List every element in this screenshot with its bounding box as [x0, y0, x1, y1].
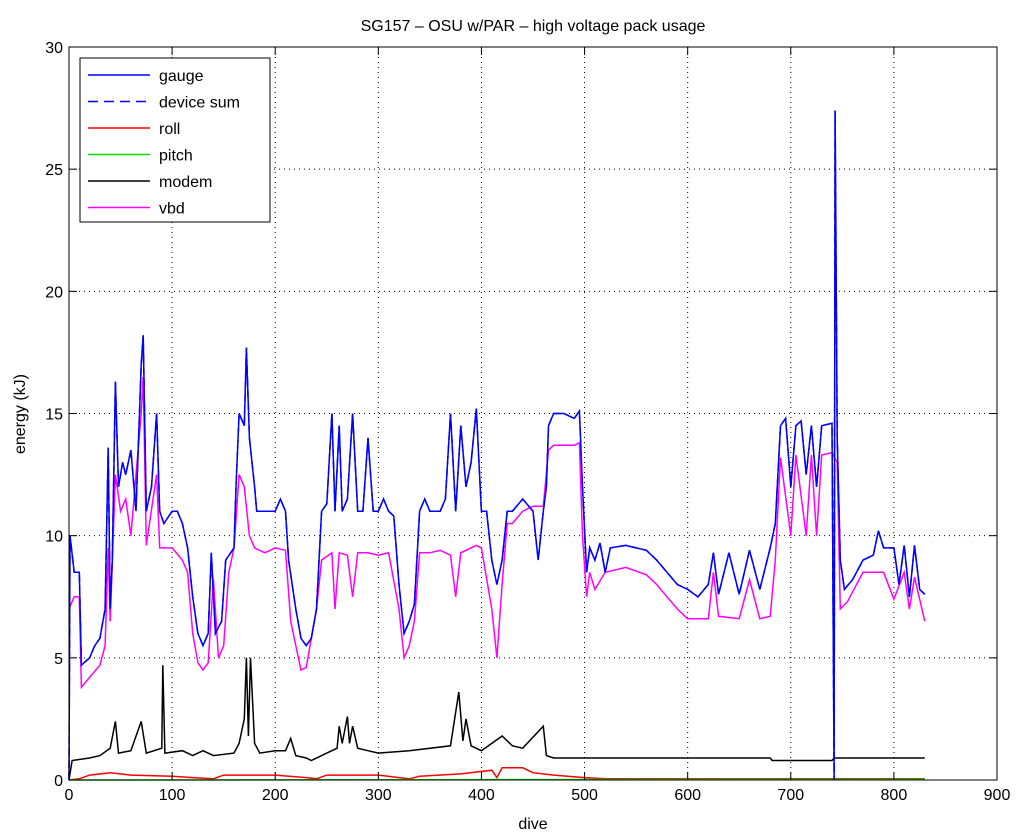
legend-box: [79, 57, 271, 223]
x-tick-label: 500: [571, 787, 598, 804]
x-tick-label: 0: [65, 787, 74, 804]
y-tick-label: 20: [45, 284, 63, 301]
x-tick-label: 100: [159, 787, 186, 804]
y-tick-label: 25: [45, 162, 63, 179]
x-tick-label: 600: [674, 787, 701, 804]
legend-label: pitch: [159, 148, 193, 165]
x-tick-label: 200: [262, 787, 289, 804]
y-tick-label: 0: [54, 773, 63, 790]
y-tick-label: 30: [45, 40, 63, 57]
series-line-modem: [68, 657, 925, 781]
legend-label: roll: [159, 121, 180, 138]
legend-label: gauge: [159, 68, 204, 85]
grid: [69, 47, 997, 780]
series-line-roll: [68, 767, 925, 781]
x-tick-label: 700: [777, 787, 804, 804]
x-tick-label: 400: [468, 787, 495, 804]
ticks: 0 100 200 300 400 500 600 700 800 900 0 5 10 15 20 25 30: [45, 40, 1010, 804]
x-axis-label: dive: [518, 816, 547, 833]
series-line-gauge: [68, 110, 926, 781]
x-tick-label: 300: [365, 787, 392, 804]
y-tick-label: 15: [45, 407, 63, 424]
x-tick-label: 900: [984, 787, 1011, 804]
y-tick-label: 5: [54, 651, 63, 668]
series-line-vbd: [68, 376, 926, 690]
chart-title: SG157 – OSU w/PAR – high voltage pack us…: [361, 18, 706, 35]
legend: gauge device sum roll pitch modem vbd: [79, 57, 271, 223]
legend-label: vbd: [159, 201, 185, 218]
y-axis-label: energy (kJ): [12, 374, 29, 454]
legend-label: device sum: [159, 95, 240, 112]
x-tick-label: 800: [881, 787, 908, 804]
y-tick-label: 10: [45, 529, 63, 546]
legend-label: modem: [159, 174, 212, 191]
